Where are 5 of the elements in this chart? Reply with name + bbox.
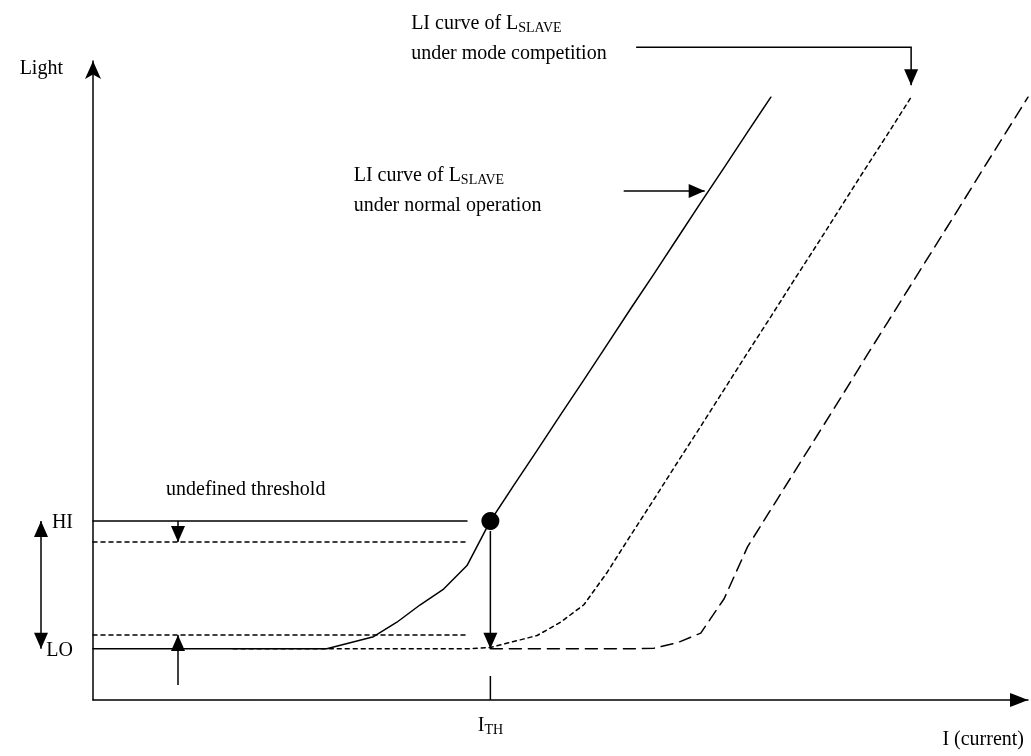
text: LO: [46, 637, 73, 660]
x-axis-title: I (current): [942, 727, 1024, 750]
y-axis-title: Light: [19, 56, 64, 79]
annotation: undefined threshold: [166, 476, 326, 499]
text: HI: [51, 509, 73, 532]
